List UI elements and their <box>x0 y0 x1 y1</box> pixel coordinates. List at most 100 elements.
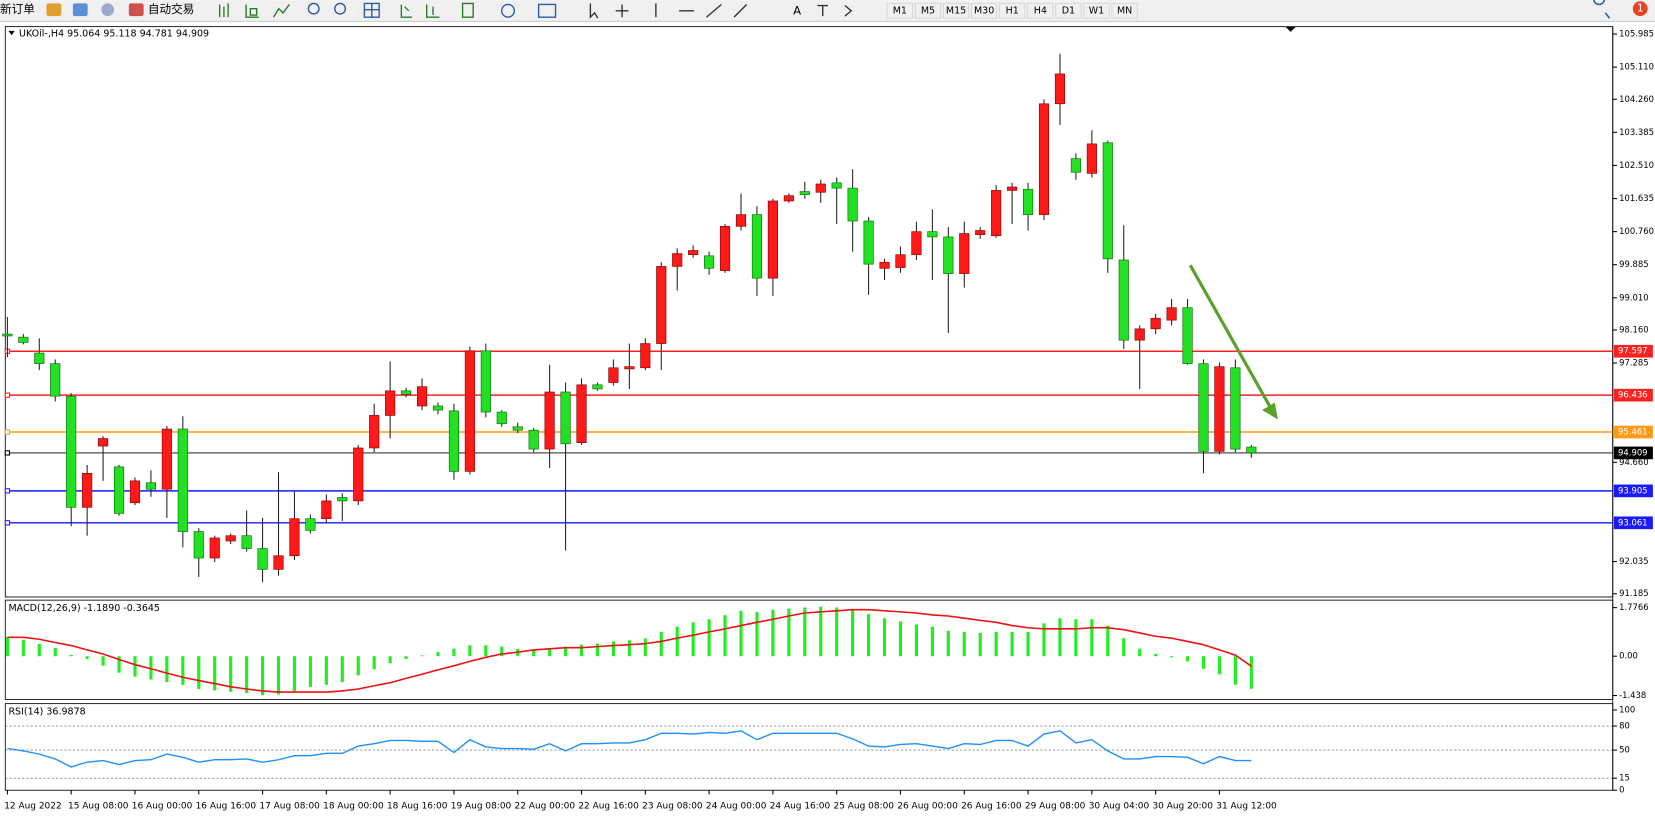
macd-bar <box>755 611 759 657</box>
y-tick-label: 105.985 <box>1619 29 1654 39</box>
toolbar-icons[interactable] <box>218 2 853 19</box>
candle-body <box>1182 307 1193 364</box>
macd-bar <box>133 656 137 677</box>
timeframe-label[interactable]: W1 <box>1089 5 1104 16</box>
candle-body <box>1102 142 1113 260</box>
icon[interactable] <box>272 4 290 18</box>
rsi-line <box>7 730 1252 768</box>
y-tick-label: 101.635 <box>1619 193 1654 203</box>
crosshair-tool[interactable] <box>615 4 629 18</box>
y-tick-label: 98.160 <box>1619 324 1649 334</box>
icon[interactable] <box>245 4 259 18</box>
macd-bar <box>1233 656 1237 685</box>
icon[interactable] <box>426 4 440 18</box>
icon[interactable] <box>101 3 115 17</box>
candle-body <box>496 411 507 425</box>
macd-bar <box>563 646 568 657</box>
text-tool[interactable]: A <box>793 3 801 17</box>
x-tick-label: 26 Aug 00:00 <box>897 802 958 812</box>
icon[interactable] <box>537 3 557 18</box>
candle-body <box>448 410 460 472</box>
chart-title: UKOil-,H4 95.064 95.118 94.781 94.909 <box>19 29 209 40</box>
line-tools[interactable] <box>655 3 748 18</box>
timeframe-label[interactable]: H1 <box>1006 5 1019 16</box>
level-handle <box>4 488 11 494</box>
candle-body <box>672 253 683 267</box>
y-tick-label: -1.438 <box>1619 690 1646 700</box>
x-tick-label: 29 Aug 08:00 <box>1025 802 1086 812</box>
timeframe-label[interactable]: M1 <box>893 5 907 16</box>
icon[interactable] <box>400 4 412 18</box>
candle-body <box>161 428 172 490</box>
candle-body <box>1134 328 1145 341</box>
icon[interactable] <box>363 2 380 18</box>
macd-bar <box>53 647 57 657</box>
y-tick-label: 94.660 <box>1619 457 1649 467</box>
cursor-tool[interactable] <box>589 3 599 19</box>
y-tick-label: 102.510 <box>1619 160 1654 170</box>
macd-bar <box>468 645 472 657</box>
text-tools[interactable] <box>817 4 853 17</box>
timeframe-button[interactable] <box>886 2 914 19</box>
candle-body <box>975 230 986 235</box>
timeframe-button[interactable] <box>1027 2 1054 19</box>
icon[interactable] <box>218 3 229 18</box>
macd-bar <box>1170 656 1174 658</box>
new-order-button[interactable]: 新订单 <box>0 2 35 16</box>
macd-bar <box>579 644 584 657</box>
icon[interactable] <box>307 2 320 15</box>
icon[interactable] <box>500 3 516 18</box>
candle-body <box>751 214 763 279</box>
candle-body <box>560 391 571 445</box>
candle-body <box>34 352 45 364</box>
auto-trade-button[interactable]: 自动交易 <box>148 2 194 16</box>
macd-bar <box>595 643 600 657</box>
macd-bar <box>1026 631 1030 657</box>
timeframe-button[interactable] <box>914 2 942 19</box>
timeframe-label[interactable]: MN <box>1117 5 1132 16</box>
x-tick-label: 25 Aug 08:00 <box>834 802 895 812</box>
timeframe-label[interactable]: M30 <box>974 5 994 16</box>
x-tick-label: 30 Aug 04:00 <box>1089 802 1150 812</box>
macd-bar <box>149 656 153 680</box>
timeframe-label[interactable]: H4 <box>1034 5 1047 16</box>
macd-bar <box>1106 625 1110 657</box>
candle-body <box>991 190 1002 237</box>
x-tick-label: 17 Aug 08:00 <box>259 802 320 812</box>
candle-body <box>1007 186 1018 191</box>
macd-bar <box>787 608 791 657</box>
candle-body <box>273 555 284 570</box>
timeframe-button[interactable] <box>970 2 998 19</box>
candle-body <box>1150 317 1161 330</box>
alert-badge[interactable] <box>1632 1 1648 17</box>
search-icon[interactable] <box>1593 0 1611 19</box>
candle-body <box>369 415 380 449</box>
candle-body <box>1054 73 1066 105</box>
timeframe-label[interactable]: M15 <box>946 5 966 16</box>
timeframe-label[interactable]: D1 <box>1062 5 1075 16</box>
timeframe-button[interactable] <box>1083 2 1110 19</box>
icon[interactable] <box>461 2 474 18</box>
y-tick-label: 99.885 <box>1619 259 1649 269</box>
timeframe-button[interactable] <box>1111 2 1138 19</box>
level-label: 93.061 <box>1618 517 1648 527</box>
timeframe-button[interactable] <box>1055 2 1082 19</box>
candle-body <box>177 428 188 532</box>
candle-body <box>401 390 412 395</box>
candle-body <box>863 220 874 265</box>
macd-bar <box>1010 631 1014 657</box>
auto-trade-icon[interactable] <box>128 3 144 17</box>
icon[interactable] <box>72 3 88 17</box>
x-tick-label: 22 Aug 00:00 <box>515 802 576 812</box>
x-tick-label: 31 Aug 12:00 <box>1216 802 1277 812</box>
candle-body <box>512 426 523 431</box>
candle-body <box>66 395 77 508</box>
macd-bar <box>69 654 73 657</box>
macd-bar <box>388 656 392 664</box>
icon[interactable] <box>334 2 347 15</box>
timeframe-button[interactable] <box>942 2 970 19</box>
timeframe-label[interactable]: M5 <box>921 5 935 16</box>
timeframe-button[interactable] <box>999 2 1026 19</box>
macd-bar <box>1058 618 1062 657</box>
icon[interactable] <box>46 3 62 17</box>
